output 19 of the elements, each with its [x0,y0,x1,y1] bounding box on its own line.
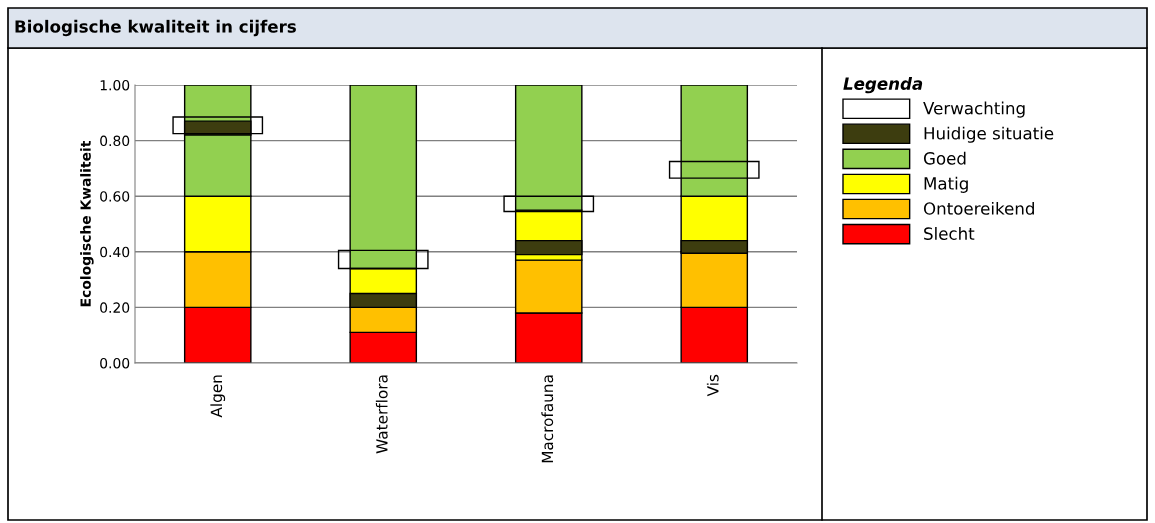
y-tick-label: 0.40 [100,246,130,258]
y-tick-label: 0.60 [100,191,130,202]
legend-label: Matig [924,176,968,193]
legend-label: Verwachting [923,101,1025,118]
x-tick-label: Macrofauna [541,375,554,463]
chart-title: Biologische kwaliteit in cijfers [15,19,296,37]
x-tick-label: Algen [210,375,226,418]
y-axis-title: Ecologische Kwaliteit [80,140,94,307]
legend-label: Huidige situatie [924,126,1054,143]
legend-label: Ontoereikend [923,201,1034,215]
legend-label: Goed [923,151,966,165]
x-tick-label: Vis [706,374,719,397]
y-tick-label: 0.00 [100,357,130,369]
y-tick-label: 1.00 [100,79,130,91]
x-tick-label: Waterflora [375,375,388,454]
legend-title: Legenda [843,77,923,94]
y-tick-label: 0.80 [100,135,130,147]
y-tick-label: 0.20 [100,302,130,313]
legend-label: Slecht [924,227,975,240]
